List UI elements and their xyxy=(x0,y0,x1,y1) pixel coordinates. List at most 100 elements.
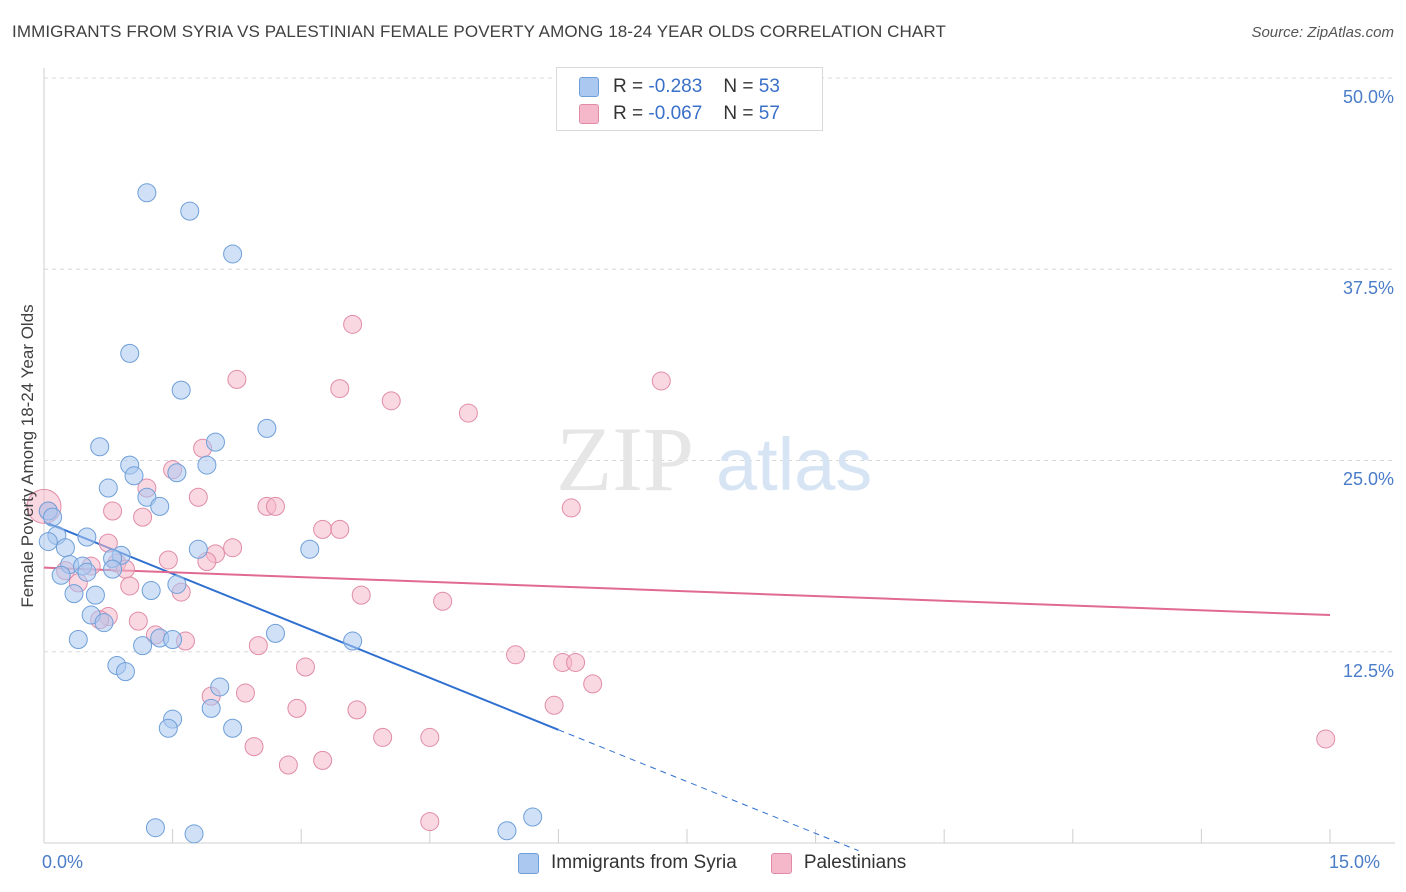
point-palestinians xyxy=(128,611,148,631)
source-label: Source: ZipAtlas.com xyxy=(1251,24,1394,41)
point-palestinians xyxy=(188,487,208,507)
point-syria xyxy=(201,698,221,718)
point-syria xyxy=(188,539,208,559)
point-syria xyxy=(205,432,225,452)
point-palestinians xyxy=(313,519,333,539)
point-palestinians xyxy=(158,550,178,570)
point-syria xyxy=(77,527,97,547)
point-syria xyxy=(158,718,178,738)
series-label-palestinians: Palestinians xyxy=(803,852,907,873)
legend-swatch-syria xyxy=(579,77,599,97)
point-palestinians xyxy=(248,636,268,656)
legend-r-label: R = xyxy=(613,103,644,124)
point-syria xyxy=(223,718,243,738)
legend-swatch-palestinians xyxy=(579,104,599,124)
point-syria xyxy=(90,437,110,457)
point-syria xyxy=(163,630,183,650)
y-tick-label: 37.5% xyxy=(1342,278,1394,298)
point-palestinians xyxy=(544,695,564,715)
point-palestinians xyxy=(343,314,363,334)
point-palestinians xyxy=(347,700,367,720)
point-syria xyxy=(68,630,88,650)
point-syria xyxy=(85,585,105,605)
trend-lines xyxy=(43,520,1331,852)
point-syria xyxy=(43,507,63,527)
point-palestinians xyxy=(566,652,586,672)
point-syria xyxy=(115,662,135,682)
series-swatch-palestinians xyxy=(770,852,792,874)
point-syria xyxy=(145,818,165,838)
point-palestinians xyxy=(330,379,350,399)
point-palestinians xyxy=(381,391,401,411)
point-palestinians xyxy=(420,812,440,832)
point-palestinians xyxy=(373,727,393,747)
series-legend-palestinians[interactable]: Palestinians xyxy=(770,852,907,874)
point-syria xyxy=(197,455,217,475)
point-syria xyxy=(184,824,204,844)
point-syria xyxy=(51,565,71,585)
point-syria xyxy=(64,584,84,604)
point-syria xyxy=(265,623,285,643)
point-palestinians xyxy=(103,501,123,521)
point-syria xyxy=(94,613,114,633)
legend-n-value: 53 xyxy=(758,76,780,97)
point-syria xyxy=(150,496,170,516)
point-palestinians xyxy=(287,698,307,718)
legend-row-syria: R = -0.283 N = 53 xyxy=(579,74,780,100)
watermark: ZIP atlas xyxy=(556,408,872,510)
point-syria xyxy=(77,562,97,582)
point-palestinians xyxy=(313,750,333,770)
point-palestinians xyxy=(223,538,243,558)
point-palestinians xyxy=(278,755,298,775)
legend-r-value: -0.283 xyxy=(648,76,703,97)
point-syria xyxy=(257,418,277,438)
legend: R = -0.283 N = 53 R = -0.067 N = 57 xyxy=(556,67,823,131)
point-syria xyxy=(133,636,153,656)
legend-n-label: N = xyxy=(723,76,754,97)
grid-lines xyxy=(44,77,1395,653)
y-tick-label: 12.5% xyxy=(1342,661,1394,681)
watermark-zip: ZIP xyxy=(556,408,694,510)
point-palestinians xyxy=(433,591,453,611)
x-tick-label: 15.0% xyxy=(1329,852,1381,872)
point-syria xyxy=(38,532,58,552)
y-tick-label: 50.0% xyxy=(1342,87,1394,107)
watermark-atlas: atlas xyxy=(716,423,872,506)
point-syria xyxy=(120,343,140,363)
point-syria xyxy=(300,539,320,559)
point-syria xyxy=(223,244,243,264)
point-palestinians xyxy=(458,403,478,423)
point-syria xyxy=(497,821,517,841)
point-syria xyxy=(103,559,123,579)
point-palestinians xyxy=(420,727,440,747)
point-syria xyxy=(141,581,161,601)
points xyxy=(26,96,1336,844)
legend-n-label: N = xyxy=(723,103,754,124)
y-axis-label: Female Poverty Among 18-24 Year Olds xyxy=(18,304,37,608)
point-palestinians xyxy=(351,585,371,605)
point-syria xyxy=(55,538,75,558)
point-palestinians xyxy=(295,657,315,677)
point-palestinians xyxy=(1316,729,1336,749)
point-syria xyxy=(343,631,363,651)
y-tick-label: 25.0% xyxy=(1342,469,1394,489)
point-palestinians xyxy=(235,683,255,703)
series-label-syria: Immigrants from Syria xyxy=(551,852,737,873)
series-legend-syria[interactable]: Immigrants from Syria xyxy=(518,852,737,874)
point-palestinians xyxy=(506,645,526,665)
point-syria xyxy=(180,201,200,221)
point-palestinians xyxy=(120,576,140,596)
trend-line-palestinians xyxy=(43,566,1331,617)
point-palestinians xyxy=(651,371,671,391)
point-syria xyxy=(137,487,157,507)
point-syria xyxy=(98,478,118,498)
point-syria xyxy=(167,574,187,594)
series-legend: Immigrants from Syria Palestinians xyxy=(518,852,940,874)
trend-line-syria-extension xyxy=(558,729,859,852)
point-syria xyxy=(124,466,144,486)
series-swatch-syria xyxy=(518,852,539,874)
axes xyxy=(43,68,1395,844)
point-syria xyxy=(523,807,543,827)
point-syria xyxy=(137,183,157,203)
point-palestinians xyxy=(227,369,247,389)
